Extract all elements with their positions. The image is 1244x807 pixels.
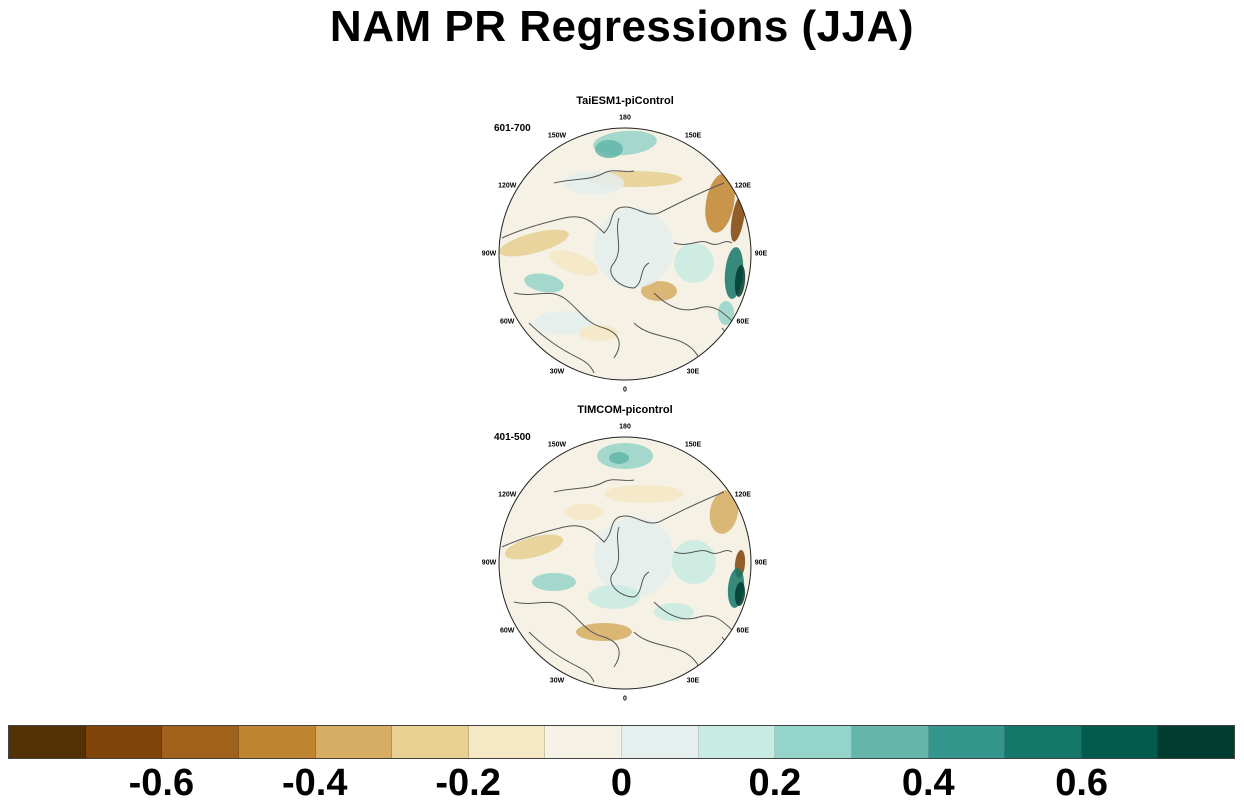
colorbar-tick-label: 0.4 [901, 762, 955, 804]
longitude-label: 120E [734, 491, 751, 499]
anomaly-region [709, 490, 739, 534]
anomaly-region [654, 603, 694, 621]
anomaly-region [594, 517, 674, 597]
anomaly-region [734, 265, 746, 297]
map-panel-taiesm1: TaiESM1-piControl 601-700 180 150E 120E 90E… [470, 92, 780, 394]
coastline [610, 526, 650, 598]
coastline [553, 479, 635, 493]
colorbar-tick-label: -0.6 [128, 762, 195, 804]
colorbar-tick-label: 0.2 [748, 762, 802, 804]
longitude-label: 60E [736, 318, 749, 326]
anomaly-region [504, 534, 564, 560]
colorbar-swatch [238, 726, 316, 758]
colorbar-tick-label: -0.2 [435, 762, 501, 804]
anomaly-region [549, 250, 599, 276]
longitude-label: 150E [684, 441, 702, 449]
colorbar-swatch [622, 726, 699, 758]
longitude-label: 120W [498, 491, 517, 499]
colorbar-tick-label: -0.4 [282, 762, 348, 804]
longitude-label: 90E [754, 250, 768, 258]
colorbar-swatch [928, 726, 1006, 758]
anomaly-region [674, 243, 714, 283]
anomaly-region [564, 504, 604, 520]
coastline [553, 170, 635, 184]
longitude-label: 90W [481, 559, 497, 567]
anomaly-region [609, 452, 629, 464]
coastline [610, 217, 650, 289]
colorbar-swatch [1081, 726, 1159, 758]
colorbar-tick-label: 0.6 [1055, 762, 1109, 804]
longitude-label: 120E [734, 182, 751, 190]
longitude-label: 180 [619, 423, 631, 431]
longitude-label: 60W [500, 627, 515, 635]
anomaly-region [734, 582, 746, 606]
anomaly-region [595, 140, 623, 158]
anomaly-region [564, 171, 624, 195]
longitude-label: 90W [481, 250, 497, 258]
colorbar-swatch [851, 726, 929, 758]
longitude-label: 30E [686, 368, 700, 376]
longitude-label: 180 [619, 114, 631, 122]
polar-stereographic-map [498, 436, 752, 690]
coastline [501, 491, 725, 548]
longitude-label: 30W [549, 368, 565, 376]
polar-stereographic-map [498, 127, 752, 381]
coastline [528, 322, 595, 374]
colorbar-swatch [9, 726, 86, 758]
figure-title: NAM PR Regressions (JJA) [329, 2, 915, 51]
coastline [513, 601, 620, 668]
longitude-label: 0 [623, 695, 627, 703]
anomaly-region [532, 573, 576, 591]
colorbar [8, 725, 1235, 759]
map-panel-timcom: TIMCOM-picontrol 401-500 180 150E 120E 90E 6… [470, 401, 780, 703]
panel-period-label: 401-500 [494, 432, 531, 443]
longitude-label: 90E [754, 559, 768, 567]
longitude-label: 60W [500, 318, 515, 326]
longitude-label: 150W [547, 132, 567, 140]
colorbar-swatch [545, 726, 622, 758]
longitude-label: 60E [736, 627, 749, 635]
colorbar-swatch [775, 726, 852, 758]
panel-title: TIMCOM-picontrol [577, 404, 673, 416]
colorbar-swatch [85, 726, 163, 758]
anomaly-region [604, 485, 684, 503]
panel-period-label: 601-700 [494, 123, 531, 134]
longitude-label: 120W [498, 182, 517, 190]
colorbar-swatch [1005, 726, 1082, 758]
anomaly-region [534, 311, 594, 335]
colorbar-swatch [698, 726, 776, 758]
coastline [513, 292, 620, 359]
anomaly-region [594, 208, 674, 288]
anomaly-region [499, 229, 569, 257]
colorbar-swatch [1158, 726, 1234, 758]
colorbar-tick-label: 0 [610, 762, 633, 804]
longitude-label: 30E [686, 677, 700, 685]
anomaly-region [579, 325, 619, 341]
longitude-label: 150W [547, 441, 567, 449]
anomaly-region [576, 623, 632, 641]
colorbar-swatch [392, 726, 469, 758]
panel-title: TaiESM1-piControl [576, 95, 674, 107]
longitude-label: 30W [549, 677, 565, 685]
colorbar-swatch [162, 726, 239, 758]
coastline [528, 631, 595, 683]
anomaly-region [672, 540, 716, 584]
colorbar-swatch [315, 726, 393, 758]
map-border [498, 127, 752, 381]
colorbar-swatch [468, 726, 546, 758]
coastline [673, 241, 733, 245]
anomaly-region [524, 273, 564, 293]
anomaly-region [588, 585, 640, 609]
longitude-label: 150E [684, 132, 702, 140]
anomaly-region [641, 281, 677, 301]
coastline [673, 550, 733, 554]
coastline [501, 182, 725, 239]
longitude-label: 0 [623, 386, 627, 394]
map-border [498, 436, 752, 690]
